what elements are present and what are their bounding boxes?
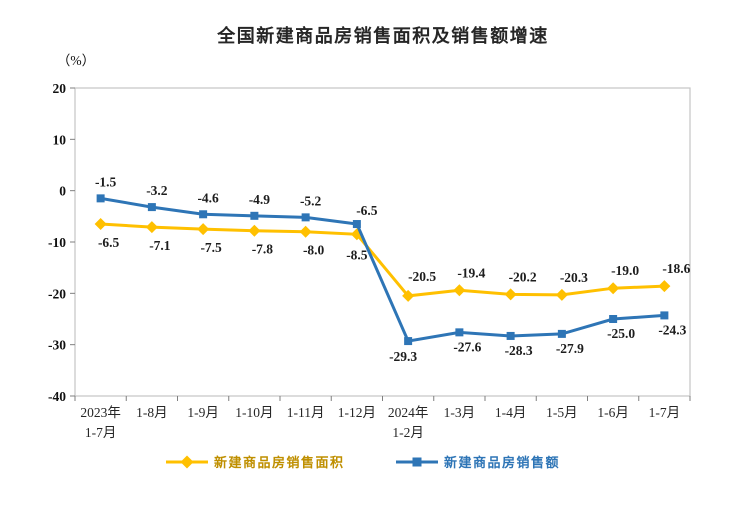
- diamond-marker: [607, 282, 620, 295]
- square-marker: [352, 220, 361, 229]
- diamond-marker: [197, 223, 210, 236]
- data-label: -3.2: [146, 183, 168, 198]
- data-label: -7.1: [149, 238, 171, 253]
- data-label: -27.6: [453, 339, 481, 354]
- data-label: -5.2: [300, 193, 322, 208]
- x-axis-category-label: 1-8月: [136, 405, 168, 420]
- y-axis-tick-label: -40: [48, 389, 66, 404]
- x-axis-category-label: 2023年: [80, 405, 121, 420]
- data-label: -19.0: [611, 263, 639, 278]
- y-axis-unit-label: （%）: [57, 53, 95, 68]
- square-marker: [199, 210, 208, 219]
- data-label: -7.5: [200, 240, 222, 255]
- x-axis-category-label: 1-2月: [392, 425, 424, 440]
- square-marker: [301, 213, 310, 222]
- data-label: -18.6: [662, 261, 690, 276]
- data-label: -4.9: [249, 192, 271, 207]
- square-marker: [96, 194, 105, 203]
- x-axis-category-label: 1-3月: [444, 405, 476, 420]
- x-axis-category-label: 1-9月: [187, 405, 219, 420]
- x-axis-category-label: 1-11月: [287, 405, 325, 420]
- y-axis-tick-label: -30: [48, 338, 66, 353]
- data-label: -1.5: [95, 174, 117, 189]
- data-label: -6.5: [98, 235, 120, 250]
- y-axis-tick-label: 10: [53, 132, 67, 147]
- data-label: -27.9: [556, 341, 584, 356]
- data-label: -8.5: [346, 247, 368, 262]
- data-label: -20.5: [408, 269, 436, 284]
- legend-label-sales-amount: 新建商品房销售额: [444, 455, 560, 470]
- x-axis-category-label: 1-6月: [597, 405, 629, 420]
- data-label: -20.3: [560, 270, 588, 285]
- square-marker: [404, 337, 413, 346]
- data-label: -8.0: [303, 243, 325, 258]
- data-label: -29.3: [389, 349, 417, 364]
- square-marker: [609, 315, 618, 323]
- data-label: -4.6: [197, 190, 219, 205]
- data-label: -7.8: [252, 242, 274, 257]
- x-axis-category-label: 1-7月: [85, 425, 117, 440]
- series-line-sales-area: [100, 222, 665, 298]
- diamond-marker: [402, 289, 415, 302]
- data-label: -24.3: [658, 322, 686, 337]
- legend-label-sales-area: 新建商品房销售面积: [214, 455, 345, 470]
- data-label: -19.4: [457, 265, 485, 280]
- x-axis-category-label: 2024年: [388, 405, 429, 420]
- diamond-marker: [94, 218, 107, 231]
- legend-diamond-icon: [180, 455, 194, 469]
- plot-area: 20 10 0 -10 -20 -30 -40 2023年 1-7月 1-8月 1-9月 1-10月 1…: [48, 81, 691, 440]
- square-marker: [506, 331, 515, 340]
- legend: 新建商品房销售面积 新建商品房销售额: [166, 455, 560, 470]
- data-label: -25.0: [607, 326, 635, 341]
- data-label: -6.5: [356, 203, 378, 218]
- x-axis-category-label: 1-10月: [235, 405, 273, 420]
- x-axis-category-label: 1-7月: [649, 405, 681, 420]
- x-axis-category-label: 1-5月: [546, 405, 578, 420]
- legend-square-icon: [412, 457, 422, 467]
- diamond-marker: [145, 221, 158, 234]
- y-axis-tick-label: 20: [53, 81, 67, 96]
- diamond-marker: [504, 288, 517, 301]
- y-axis-tick-label: -20: [48, 286, 66, 301]
- x-axis-category-label: 1-12月: [338, 405, 376, 420]
- square-marker: [147, 203, 156, 212]
- square-marker: [250, 211, 259, 220]
- diamond-marker: [248, 224, 261, 237]
- chart-title: 全国新建商品房销售面积及销售额增速: [216, 25, 549, 46]
- data-label: -20.2: [509, 269, 537, 284]
- series-line-sales-amount: [100, 196, 665, 343]
- y-axis-tick-label: -10: [48, 235, 66, 250]
- diamond-marker: [299, 225, 312, 238]
- x-axis-category-label: 1-4月: [495, 405, 527, 420]
- square-marker: [660, 311, 669, 320]
- square-marker: [455, 328, 464, 337]
- diamond-marker: [658, 280, 671, 293]
- diamond-marker: [453, 284, 466, 297]
- data-label: -28.3: [505, 343, 533, 358]
- y-axis-tick-label: 0: [59, 184, 66, 199]
- square-marker: [557, 329, 566, 338]
- diamond-marker: [555, 288, 568, 301]
